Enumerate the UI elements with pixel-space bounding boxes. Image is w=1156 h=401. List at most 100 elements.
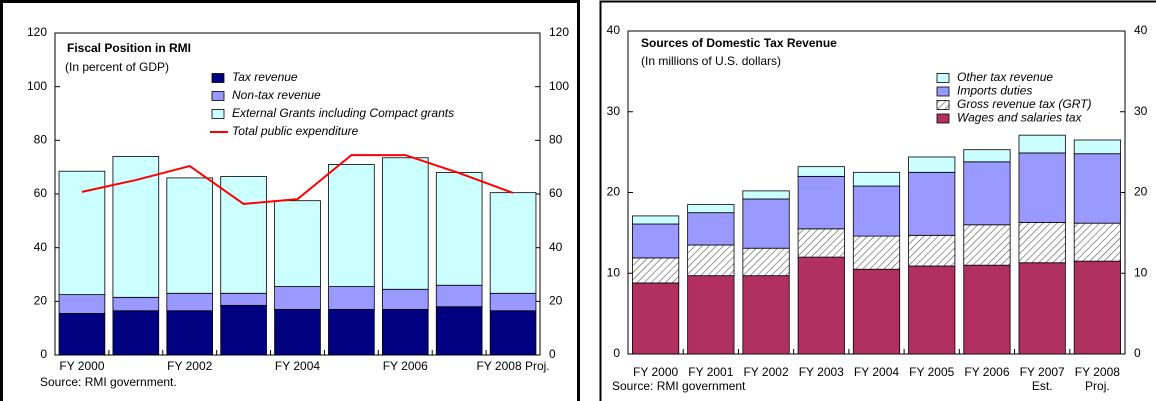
bar-segment	[852, 171, 901, 187]
x-tick-label: FY 2006	[383, 359, 428, 373]
bar-segment	[797, 256, 845, 355]
bar-segment	[166, 310, 214, 356]
bar-segment	[435, 284, 483, 308]
x-tick-label: FY 2006	[964, 365, 1009, 379]
bar-segment	[852, 268, 901, 355]
x-tick-label: FY 2007	[1020, 365, 1065, 379]
legend-swatch	[936, 113, 950, 124]
y-tick-label: 30	[607, 104, 621, 118]
bar-segment	[58, 294, 106, 314]
legend-label: Wages and salaries tax	[957, 111, 1083, 125]
bar-segment	[328, 164, 375, 287]
bar-segment	[632, 282, 680, 355]
bar-segment	[328, 286, 375, 310]
legend-label: Non-tax revenue	[232, 88, 321, 102]
bar-segment	[274, 200, 321, 287]
bar-segment	[274, 286, 321, 310]
y-tick-label: 20	[607, 185, 621, 199]
legend-label: Total public expenditure	[232, 124, 359, 138]
panel-frame	[0, 0, 580, 401]
bar-segment	[632, 215, 680, 225]
bar-segment	[1073, 260, 1121, 355]
x-tick-label: FY 2003	[799, 365, 844, 379]
bar-segment	[963, 264, 1011, 355]
legend-swatch	[936, 100, 950, 110]
bar-segment	[58, 170, 106, 296]
bar-segment	[381, 288, 429, 310]
bar-segment	[381, 157, 429, 290]
y2-tick-label: 20	[549, 294, 563, 308]
y-tick-label: 100	[27, 79, 47, 93]
legend-swatch	[936, 73, 950, 83]
bar-segment	[1073, 153, 1121, 224]
bar-segment	[274, 308, 321, 356]
source-note: Source: RMI government.	[40, 375, 177, 389]
bar-segment	[908, 171, 956, 236]
y-tick-label: 0	[40, 347, 47, 361]
bar-segment	[742, 190, 790, 200]
bar-segment	[166, 292, 214, 312]
bar-segment	[797, 166, 845, 177]
legend-swatch	[211, 91, 225, 101]
chart-title: Sources of Domestic Tax Revenue	[641, 36, 837, 50]
bar-segment	[220, 292, 267, 306]
y-tick-label: 120	[27, 25, 47, 39]
y2-tick-label: 40	[1134, 23, 1148, 37]
bar-segment	[1018, 152, 1066, 223]
source-note: Source: RMI government	[612, 379, 746, 393]
y2-tick-label: 60	[549, 186, 563, 200]
y2-tick-label: 30	[1134, 104, 1148, 118]
legend-label: Tax revenue	[232, 70, 298, 84]
bar-segment	[166, 177, 214, 294]
bar-segment	[963, 149, 1011, 163]
bar-segment	[112, 296, 160, 312]
bar-segment	[632, 223, 680, 259]
y2-tick-label: 0	[1134, 346, 1141, 360]
x-tick-label: FY 2008	[1075, 365, 1120, 379]
y-tick-label: 40	[34, 240, 48, 254]
x-tick-note: Proj.	[1085, 379, 1110, 393]
y2-tick-label: 80	[549, 133, 563, 147]
x-tick-label: FY 2001	[688, 365, 733, 379]
bar-segment	[58, 313, 106, 356]
bar-segment	[435, 172, 483, 286]
bar-segment	[797, 175, 845, 230]
y2-tick-label: 0	[549, 347, 556, 361]
x-tick-label: FY 2005	[909, 365, 954, 379]
bar-segment	[112, 156, 160, 298]
bar-segment	[1073, 139, 1121, 155]
chart-subtitle: (In millions of U.S. dollars)	[641, 54, 781, 68]
panel-frame	[599, 0, 1156, 401]
x-tick-label: FY 2008 Proj.	[476, 359, 549, 373]
bar-segment	[632, 257, 680, 284]
x-tick-label: FY 2004	[854, 365, 899, 379]
y-tick-label: 0	[613, 346, 620, 360]
bar-segment	[908, 156, 956, 173]
bar-segment	[908, 265, 956, 355]
y-tick-label: 20	[34, 294, 48, 308]
bar-segment	[797, 228, 845, 258]
bar-segment	[687, 275, 735, 355]
bar-segment	[489, 292, 537, 312]
bar-segment	[489, 192, 537, 294]
bar-segment	[435, 306, 483, 356]
legend-swatch	[936, 86, 950, 97]
bar-segment	[687, 204, 735, 214]
bar-segment	[1073, 222, 1121, 262]
bar-segment	[112, 310, 160, 356]
bar-segment	[742, 198, 790, 249]
bar-segment	[742, 275, 790, 355]
bar-segment	[1018, 262, 1066, 355]
x-tick-note: Est.	[1032, 379, 1053, 393]
legend-swatch	[211, 73, 225, 83]
bar-segment	[489, 310, 537, 356]
bar-segment	[220, 176, 267, 294]
y2-tick-label: 40	[549, 240, 563, 254]
x-tick-label: FY 2002	[743, 365, 788, 379]
y2-tick-label: 120	[549, 25, 569, 39]
legend-label: Other tax revenue	[957, 70, 1053, 84]
legend-swatch	[211, 109, 225, 119]
legend-label: Imports duties	[957, 84, 1032, 98]
bar-segment	[963, 161, 1011, 226]
